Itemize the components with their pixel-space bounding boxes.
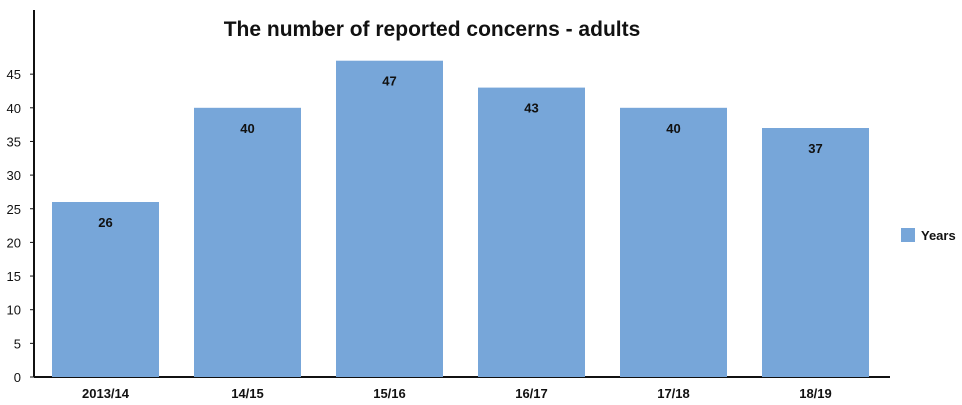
y-tick-label: 10 xyxy=(7,303,21,318)
y-tick-label: 30 xyxy=(7,168,21,183)
legend: Years xyxy=(901,228,956,243)
y-tick-label: 20 xyxy=(7,235,21,250)
legend-label: Years xyxy=(921,228,956,243)
x-tick-label: 16/17 xyxy=(515,386,548,401)
data-label: 47 xyxy=(382,74,396,89)
chart-title: The number of reported concerns - adults xyxy=(224,18,641,41)
x-tick-label: 2013/14 xyxy=(82,386,130,401)
bar-14-15 xyxy=(194,107,301,378)
data-label: 37 xyxy=(808,141,822,156)
bars xyxy=(52,60,869,378)
data-label: 40 xyxy=(666,121,680,136)
bar-2013-14 xyxy=(52,202,159,377)
legend-swatch xyxy=(901,228,915,242)
data-label: 43 xyxy=(524,101,538,116)
y-tick-label: 5 xyxy=(14,336,21,351)
x-tick-label: 14/15 xyxy=(231,386,264,401)
y-tick-label: 35 xyxy=(7,134,21,149)
bar-17-18 xyxy=(620,107,727,378)
y-tick-label: 25 xyxy=(7,202,21,217)
y-tick-label: 40 xyxy=(7,101,21,116)
data-labels: 26 40 47 43 40 37 xyxy=(98,74,822,230)
y-tick-label: 45 xyxy=(7,67,21,82)
bar-18-19 xyxy=(762,128,869,377)
y-tick-label: 0 xyxy=(14,370,21,385)
bar-16-17 xyxy=(478,87,585,377)
bar-15-16 xyxy=(336,60,443,377)
data-label: 40 xyxy=(240,121,254,136)
x-tick-label: 18/19 xyxy=(799,386,832,401)
y-tick-label: 15 xyxy=(7,269,21,284)
y-axis: 0 5 10 15 20 25 30 35 40 45 xyxy=(7,10,35,385)
x-tick-label: 17/18 xyxy=(657,386,690,401)
x-tick-label: 15/16 xyxy=(373,386,406,401)
data-label: 26 xyxy=(98,215,112,230)
x-axis: 2013/14 14/15 15/16 16/17 17/18 18/19 xyxy=(34,376,890,401)
